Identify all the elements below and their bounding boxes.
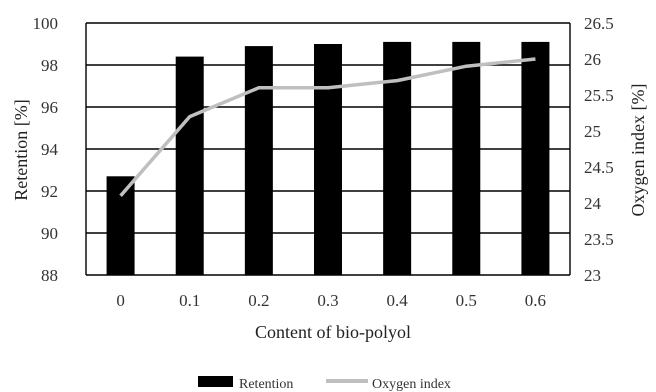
y2-tick-label: 25 bbox=[584, 122, 601, 141]
right-axis-ticks: 23 23.5 24 24.5 25 25.5 26 26.5 bbox=[584, 14, 614, 285]
legend-retention-swatch bbox=[198, 376, 233, 387]
y-tick-label: 100 bbox=[33, 14, 59, 33]
left-axis-ticks: 88 90 92 94 96 98 100 bbox=[33, 14, 59, 285]
x-axis-ticks: 0 0.1 0.2 0.3 0.4 0.5 0.6 bbox=[116, 291, 546, 310]
legend-oxygen-index-label: Oxygen index bbox=[372, 377, 451, 392]
x-tick-label: 0.1 bbox=[179, 291, 200, 310]
x-tick-label: 0.4 bbox=[387, 291, 409, 310]
bar-retention-0.1 bbox=[175, 56, 204, 275]
bar-retention-0 bbox=[106, 176, 135, 275]
bars bbox=[106, 41, 550, 276]
y2-tick-label: 26 bbox=[584, 50, 601, 69]
y-tick-label: 94 bbox=[41, 140, 59, 159]
x-tick-label: 0.2 bbox=[248, 291, 269, 310]
y2-tick-label: 26.5 bbox=[584, 14, 614, 33]
y-tick-label: 96 bbox=[41, 98, 58, 117]
y-tick-label: 92 bbox=[41, 182, 58, 201]
y2-tick-label: 24 bbox=[584, 194, 602, 213]
x-tick-label: 0.6 bbox=[525, 291, 546, 310]
x-tick-label: 0 bbox=[116, 291, 125, 310]
bar-retention-0.6 bbox=[521, 41, 550, 276]
y-axis-title: Retention [%] bbox=[11, 99, 31, 200]
y-tick-label: 90 bbox=[41, 224, 58, 243]
x-tick-label: 0.3 bbox=[317, 291, 338, 310]
x-tick-label: 0.5 bbox=[456, 291, 477, 310]
legend-retention-label: Retention bbox=[239, 377, 293, 392]
oxygen-index-line bbox=[119, 57, 536, 197]
y2-tick-label: 23 bbox=[584, 266, 601, 285]
y2-axis-title: Oxygen index [%] bbox=[628, 84, 648, 217]
y2-tick-label: 24.5 bbox=[584, 158, 614, 177]
x-axis-title: Content of bio-polyol bbox=[255, 322, 411, 342]
bar-retention-0.3 bbox=[314, 44, 342, 275]
legend: Retention Oxygen index bbox=[198, 376, 451, 392]
bar-retention-0.5 bbox=[452, 41, 481, 276]
y2-tick-label: 25.5 bbox=[584, 86, 614, 105]
y-tick-label: 88 bbox=[41, 266, 58, 285]
y2-tick-label: 23.5 bbox=[584, 230, 614, 249]
y-tick-label: 98 bbox=[41, 56, 58, 75]
oxygen-index-line-group bbox=[119, 57, 536, 197]
bar-retention-0.2 bbox=[244, 46, 273, 275]
